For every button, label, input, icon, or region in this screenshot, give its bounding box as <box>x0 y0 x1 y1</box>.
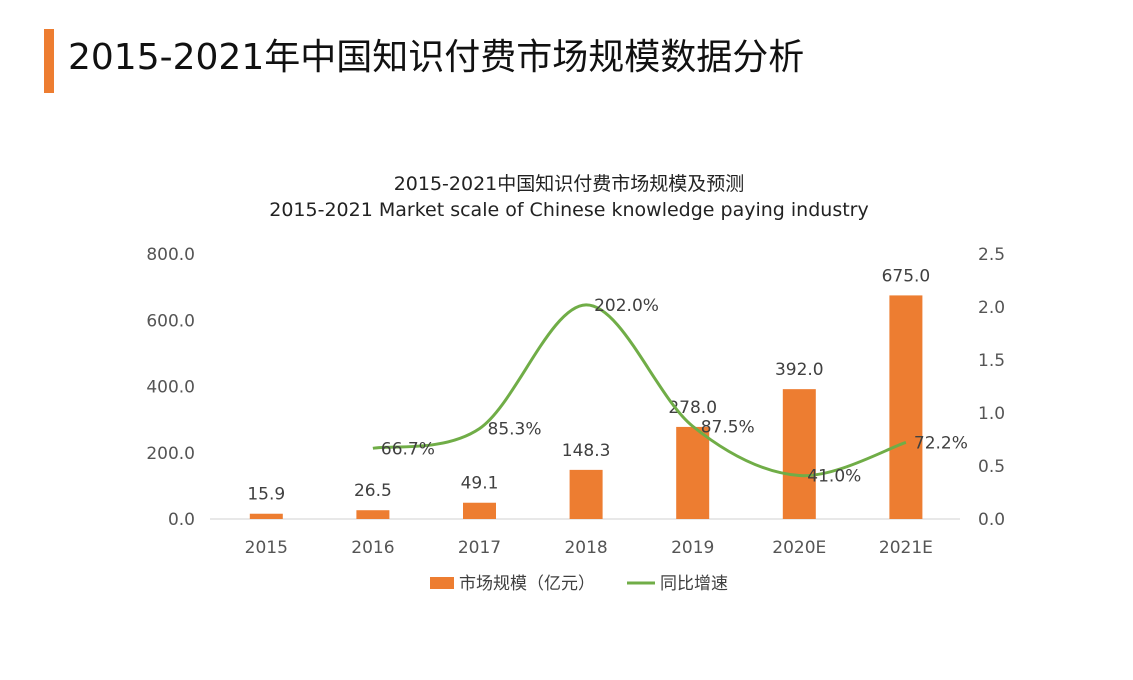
category-label: 2019 <box>671 538 714 558</box>
left-tick-label: 200.0 <box>146 444 195 464</box>
page-title: 2015-2021年中国知识付费市场规模数据分析 <box>68 37 805 78</box>
bar <box>356 510 390 519</box>
left-tick-label: 600.0 <box>146 311 195 331</box>
category-label: 2020E <box>772 538 826 558</box>
line-data-label: 72.2% <box>914 433 968 453</box>
line-data-label: 41.0% <box>807 467 861 487</box>
bar-data-label: 392.0 <box>775 360 824 380</box>
bar <box>569 469 603 519</box>
legend-label-line: 同比增速 <box>660 574 728 594</box>
line-data-label: 202.0% <box>594 296 659 316</box>
category-label: 2016 <box>351 538 394 558</box>
right-tick-label: 1.5 <box>978 351 1005 371</box>
growth-line <box>372 303 907 478</box>
line-data-label: 66.7% <box>381 439 435 459</box>
category-label: 2017 <box>458 538 501 558</box>
bar <box>676 426 710 519</box>
right-axis: 0.0 0.5 1.0 1.5 2.0 2.5 <box>978 245 1005 530</box>
line-series: 66.7% 85.3% 202.0% 87.5% 41.0% 72.2% <box>372 296 968 487</box>
bar-data-label: 675.0 <box>882 266 931 286</box>
left-tick-label: 800.0 <box>146 245 195 265</box>
bar-data-label: 15.9 <box>247 485 285 505</box>
bar <box>889 295 923 519</box>
legend: 市场规模（亿元） 同比增速 <box>430 574 728 594</box>
bar-data-label: 26.5 <box>354 481 392 501</box>
right-tick-label: 0.5 <box>978 457 1005 477</box>
bar <box>249 513 283 519</box>
left-tick-label: 400.0 <box>146 378 195 398</box>
legend-swatch-bar <box>430 577 454 589</box>
category-label: 2021E <box>879 538 933 558</box>
right-tick-label: 0.0 <box>978 510 1005 530</box>
bar <box>782 389 816 519</box>
chart-title: 2015-2021中国知识付费市场规模及预测 <box>394 173 745 195</box>
line-data-label: 87.5% <box>701 417 755 437</box>
right-tick-label: 2.0 <box>978 298 1005 318</box>
x-axis: 2015 2016 2017 2018 2019 2020E 2021E <box>245 538 933 558</box>
right-tick-label: 1.0 <box>978 404 1005 424</box>
line-data-label: 85.3% <box>488 420 542 440</box>
title-accent-bar <box>44 29 54 93</box>
bar-data-label: 49.1 <box>461 474 499 494</box>
category-label: 2018 <box>564 538 607 558</box>
bar-data-label: 148.3 <box>562 441 611 461</box>
left-tick-label: 0.0 <box>168 510 195 530</box>
chart-subtitle: 2015-2021 Market scale of Chinese knowle… <box>269 199 868 221</box>
left-axis: 0.0 200.0 400.0 600.0 800.0 <box>146 245 195 530</box>
category-label: 2015 <box>245 538 288 558</box>
right-tick-label: 2.5 <box>978 245 1005 265</box>
legend-label-bar: 市场规模（亿元） <box>459 574 595 594</box>
bar <box>463 502 496 519</box>
